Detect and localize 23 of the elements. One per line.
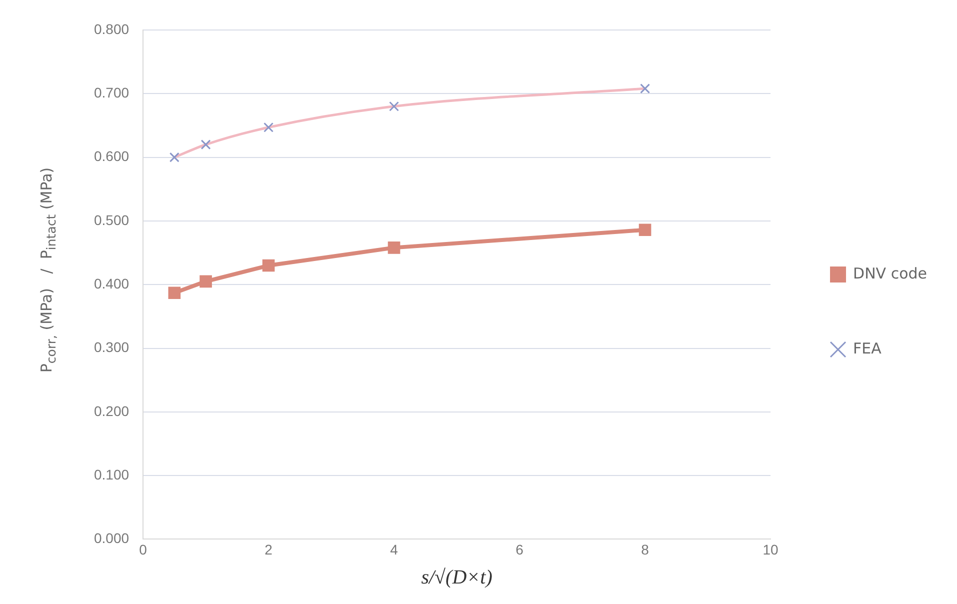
point — [388, 242, 400, 254]
y-tick-label: 0.100 — [94, 466, 130, 482]
x-tick-label: 2 — [264, 541, 273, 558]
point — [168, 286, 181, 300]
x-axis-title: s/√(D×t) — [421, 566, 493, 588]
x-tick-label: 10 — [762, 541, 779, 558]
legend-label: FEA — [853, 339, 882, 358]
y-tick-label: 0.300 — [94, 339, 130, 356]
y-tick-label: 0.500 — [94, 212, 130, 228]
x-tick-label: 0 — [139, 541, 148, 558]
y-tick-label: 0.600 — [94, 148, 130, 164]
point — [638, 224, 652, 236]
x-tick-label: 4 — [390, 541, 398, 558]
y-tick-label: 0.200 — [94, 402, 130, 419]
x-tick-label: 8 — [641, 541, 650, 558]
y-tick-label: 0.700 — [94, 84, 130, 101]
y-tick-label: 0.800 — [94, 20, 130, 37]
x-tick-label: 6 — [516, 541, 524, 558]
point — [262, 259, 275, 272]
point — [200, 275, 212, 288]
legend-label: DNV code — [853, 264, 928, 282]
y-tick-label: 0.400 — [94, 275, 130, 292]
y-tick-label: 0.000 — [94, 530, 130, 546]
